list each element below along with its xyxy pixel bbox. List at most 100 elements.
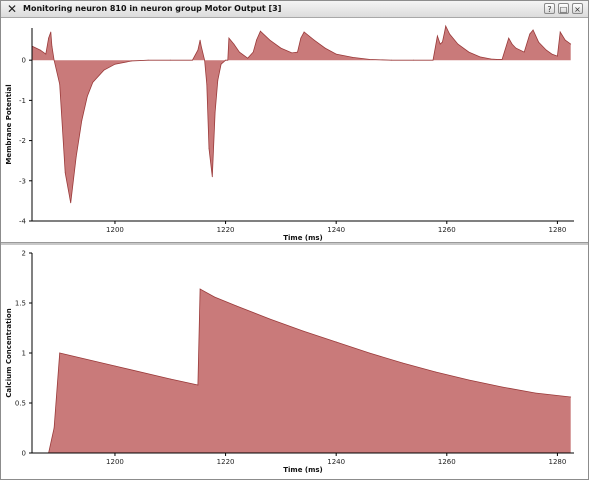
chart0-data-point [303,31,305,33]
chart1-y-tick-label: 0 [22,450,26,458]
chart1-x-tick-label: 1260 [438,458,456,466]
chart0-x-tick-label: 1220 [217,226,235,234]
chart1-x-tick-label: 1200 [106,458,124,466]
chart0-data-point [53,59,55,61]
chart0-data-point [208,148,210,150]
chart0-data-point [51,45,53,47]
chart1-series-area [32,289,571,453]
chart0-data-point [538,41,539,43]
chart0-data-point [559,31,561,33]
chart0-x-axis-title: Time (ms) [283,234,323,242]
chart1-data-point [197,384,199,386]
chart1-data-point [435,371,437,373]
chart0-data-point [511,43,513,45]
chart1-x-tick-label: 1280 [548,458,566,466]
chart0-data-point [501,59,503,60]
chart1-data-point [59,352,61,354]
chart0-data-point [211,176,213,178]
chart0-data-point [280,47,282,49]
chart0-data-point [439,43,441,45]
chart1-y-axis-title: Calcium Concentration [5,308,13,397]
chart1-series-line [32,288,571,454]
chart1-y-tick-label: 1 [22,350,26,358]
chart1-data-point [214,296,215,298]
chart1-y-tick-label: 2 [22,250,26,258]
chart0-data-point [199,39,201,41]
chart0-data-point [551,53,553,55]
chart0-data-point [247,57,249,59]
title-bar[interactable]: ✕ Monitoring neuron 810 in neuron group … [1,1,588,18]
chart0-x-tick-label: 1280 [548,226,566,234]
chart1-x-axis-title: Time (ms) [283,466,323,474]
chart0-data-point [214,112,216,113]
chart0-data-point [297,51,298,53]
chart0-data-point [206,83,208,85]
chart0-data-point [70,202,72,204]
chart1-data-point [402,362,403,364]
chart0-data-point [449,33,450,35]
chart0-data-point [479,56,481,58]
chart0-x-tick-label: 1200 [106,226,124,234]
membrane-potential-chart: 0 -1 -2 -3 -4 1200 1220 1240 1260 1280 Time (ms) Me… [5,24,574,242]
chart1-data-point [199,288,201,290]
chart0-data-point [260,30,261,32]
x-window-icon[interactable]: ✕ [6,2,18,16]
chart0-data-point [269,39,271,41]
chart0-data-point [457,43,459,45]
chart0-y-axis-title: Membrane Potential [5,84,13,164]
chart0-series-area [32,26,571,203]
chart0-data-point [313,39,315,41]
chart1-data-point [114,365,116,367]
chart0-data-point [437,35,438,37]
chart0-data-point [468,51,470,53]
chart0-data-point [86,96,88,97]
chart0-data-point [557,55,558,57]
chart0-y-tick-label: -3 [19,177,26,185]
chart0-data-point [391,59,392,61]
chart0-data-point [50,31,52,33]
help-button[interactable]: ? [544,3,555,14]
chart0-data-point [523,51,525,53]
chart0-data-point [291,52,293,54]
panel-divider[interactable] [1,242,588,245]
maximize-button[interactable]: □ [558,3,569,14]
chart0-data-point [233,43,235,45]
chart0-data-point [192,59,193,61]
chart0-data-point [413,59,414,61]
chart1-data-point [534,392,536,394]
chart0-data-point [103,69,105,71]
chart0-data-point [217,79,219,81]
chart0-data-point [59,83,61,85]
chart0-x-tick-label: 1240 [327,226,345,234]
chart1-data-point [501,386,503,388]
chart0-data-point [532,29,534,31]
chart0-y-tick-label: -1 [19,97,26,105]
close-button[interactable]: × [572,3,583,14]
chart0-data-point [508,37,510,39]
chart0-data-point [300,37,302,39]
chart0-data-point [239,51,240,53]
chart1-data-point [236,305,238,307]
chart1-data-point [302,330,304,332]
chart0-data-point [131,60,133,62]
chart0-y-tick-label: 0 [22,57,26,65]
chart0-data-point [445,25,447,27]
chart0-data-point [570,43,572,45]
chart0-data-point [204,59,206,61]
chart0-data-point [564,39,566,41]
chart1-data-point [468,379,470,381]
chart0-data-point [256,39,257,41]
chart0-data-point [81,120,83,121]
chart0-data-point [228,37,230,39]
chart1-data-point [570,396,572,398]
chart0-data-point [64,172,66,174]
chart0-data-point [225,59,227,61]
calcium-concentration-chart: 0 0.5 1 1.5 2 1200 1220 1240 1260 1280 Time (ms) Ca… [5,250,574,474]
chart0-data-point [335,53,337,55]
chart1-x-tick-label: 1220 [217,458,235,466]
chart0-data-point [442,41,443,43]
chart0-data-point [114,63,116,65]
chart0-data-point [529,33,531,35]
chart0-data-point [369,59,370,60]
chart0-data-point [255,41,257,43]
